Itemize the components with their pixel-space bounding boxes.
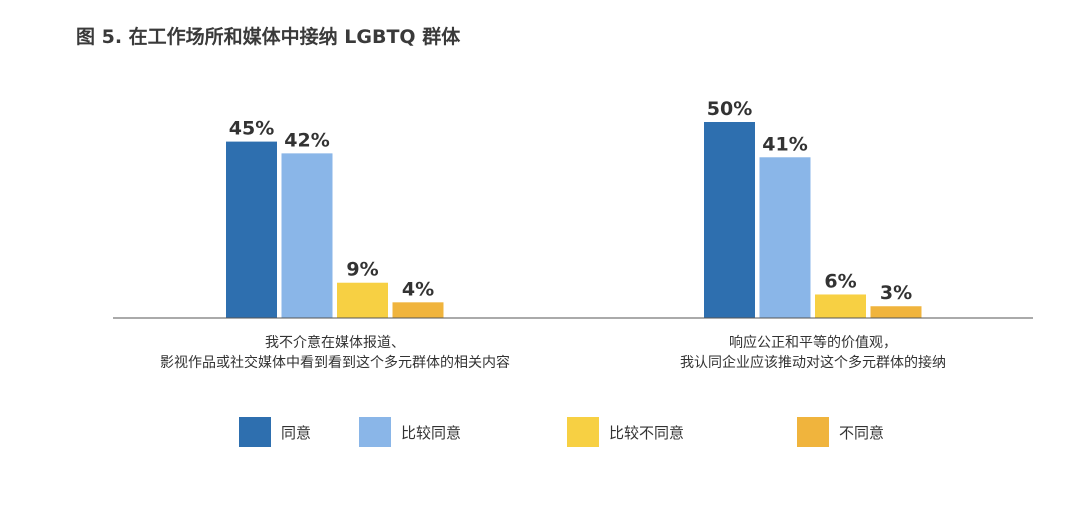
data-label: 41%	[762, 133, 807, 155]
data-label: 4%	[402, 278, 434, 300]
data-label: 9%	[346, 259, 378, 281]
bar	[815, 294, 866, 318]
data-label: 6%	[824, 270, 856, 292]
bar-chart: 45% 42% 9% 4% 我不介意在媒体报道、影视作品或社交媒体中看到看到这个多元群体…	[113, 98, 1033, 371]
data-label: 50%	[707, 98, 752, 120]
legend-swatch-somewhat-disagree	[567, 417, 599, 447]
legend-label-somewhat-agree: 比较同意	[401, 423, 462, 442]
legend-item-disagree: 不同意	[797, 417, 884, 447]
bar	[704, 122, 755, 318]
category-label: 我不介意在媒体报道、	[265, 334, 405, 351]
legend-item-somewhat-agree: 比较同意	[359, 417, 461, 447]
data-label: 42%	[284, 129, 329, 151]
legend-label-somewhat-disagree: 比较不同意	[609, 423, 685, 442]
bar	[337, 282, 388, 318]
legend-swatch-disagree	[797, 417, 829, 447]
chart-title: 图 5. 在工作场所和媒体中接纳 LGBTQ 群体	[76, 26, 461, 48]
bar	[759, 157, 811, 318]
bar	[226, 141, 277, 318]
legend-swatch-somewhat-agree	[359, 417, 391, 447]
category-label: 响应公正和平等的价值观，	[729, 334, 897, 351]
category-label: 影视作品或社交媒体中看到看到这个多元群体的相关内容	[160, 354, 510, 371]
legend-label-agree: 同意	[281, 423, 312, 442]
data-label: 3%	[880, 282, 912, 304]
legend-label-disagree: 不同意	[839, 423, 885, 442]
category-label: 我认同企业应该推动对这个多元群体的接纳	[680, 354, 946, 371]
bar	[281, 153, 333, 318]
legend-item-somewhat-disagree: 比较不同意	[567, 417, 684, 447]
legend-swatch-agree	[239, 417, 271, 447]
bar	[392, 302, 444, 318]
data-label: 45%	[229, 118, 274, 140]
legend-item-agree: 同意	[239, 417, 311, 447]
bar	[870, 306, 922, 318]
